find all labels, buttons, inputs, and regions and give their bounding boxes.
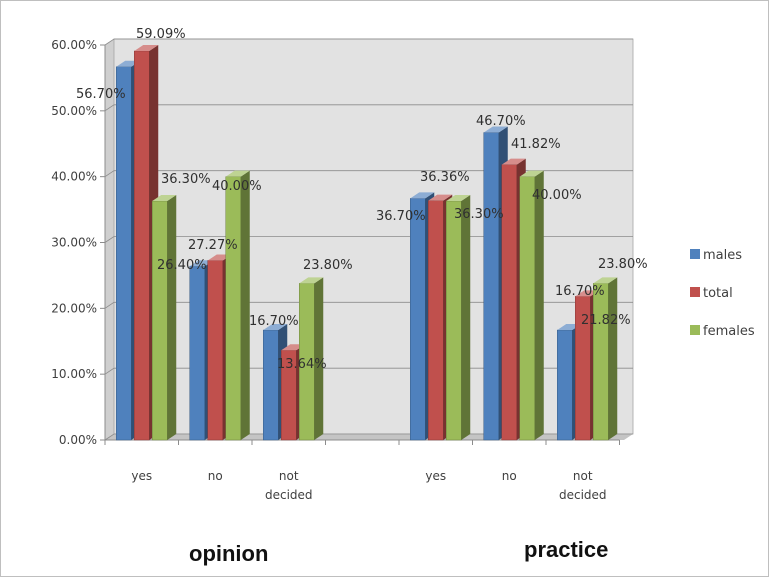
data-label-females: 36.30% bbox=[454, 207, 504, 222]
bar-front bbox=[189, 265, 205, 441]
bar-front bbox=[557, 329, 573, 441]
x-tick-label: not bbox=[573, 469, 593, 483]
bar-top bbox=[501, 158, 526, 165]
bar-side bbox=[534, 170, 544, 440]
x-tick-label: yes bbox=[425, 469, 446, 483]
bar-top bbox=[152, 195, 177, 202]
bar-side bbox=[240, 170, 250, 440]
legend-label-females: females bbox=[703, 324, 755, 339]
y-tick-label: 30.00% bbox=[51, 236, 97, 250]
bar-side bbox=[167, 195, 177, 440]
legend: males total females bbox=[690, 248, 755, 339]
data-label-females: 23.80% bbox=[598, 257, 648, 272]
bar-front bbox=[428, 200, 444, 441]
bar-top bbox=[263, 324, 288, 331]
bar-front bbox=[446, 200, 462, 441]
bar-front bbox=[410, 198, 426, 441]
legend-label-males: males bbox=[703, 248, 742, 263]
y-tick-label: 60.00% bbox=[51, 38, 97, 52]
data-label-females: 40.00% bbox=[212, 179, 262, 194]
data-label-males: 26.40% bbox=[157, 258, 207, 273]
bar-top bbox=[483, 126, 508, 133]
bar-top bbox=[593, 277, 618, 284]
x-tick-label: decided bbox=[559, 488, 607, 502]
data-label-females: 40.00% bbox=[532, 188, 582, 203]
bar-front bbox=[152, 200, 168, 441]
bar-side bbox=[314, 277, 324, 440]
floor bbox=[105, 434, 633, 440]
bar-front bbox=[593, 283, 609, 441]
bar-front bbox=[501, 164, 517, 441]
gridline bbox=[104, 38, 633, 46]
y-tick-label: 10.00% bbox=[51, 367, 97, 381]
y-tick-label: 40.00% bbox=[51, 170, 97, 184]
data-label-females: 36.30% bbox=[161, 172, 211, 187]
bar-top bbox=[299, 277, 324, 284]
bar-females bbox=[593, 277, 618, 441]
bar-top bbox=[410, 192, 435, 199]
data-label-total: 13.64% bbox=[277, 357, 327, 372]
gridline bbox=[104, 170, 633, 177]
bar-females bbox=[225, 170, 250, 441]
data-label-total: 21.82% bbox=[581, 313, 631, 328]
bar-top bbox=[134, 44, 159, 51]
data-label-males: 36.70% bbox=[376, 209, 426, 224]
x-tick-label: no bbox=[502, 469, 517, 483]
bar-front bbox=[519, 176, 535, 441]
legend-swatch-males bbox=[690, 249, 700, 259]
bar-females bbox=[446, 195, 471, 441]
x-axis: yes no not decided yes no not decided bbox=[104, 439, 620, 502]
bar-front bbox=[116, 66, 132, 441]
bar-front bbox=[483, 132, 499, 441]
plot-walls bbox=[105, 38, 634, 440]
data-labels: 56.70% 26.40% 16.70% 36.70% 46.70% 16.70% 59.0… bbox=[76, 27, 648, 372]
legend-swatch-females bbox=[690, 325, 700, 335]
bar-top bbox=[446, 195, 471, 202]
legend-label-total: total bbox=[703, 286, 733, 301]
bar-females bbox=[152, 195, 177, 441]
data-label-males: 16.70% bbox=[249, 314, 299, 329]
data-label-total: 27.27% bbox=[188, 238, 238, 253]
bar-top bbox=[225, 170, 250, 177]
data-label-females: 23.80% bbox=[303, 258, 353, 273]
x-tick-label: not bbox=[279, 469, 299, 483]
bar-females bbox=[299, 277, 324, 441]
y-tick-label: 50.00% bbox=[51, 104, 97, 118]
bar-top bbox=[519, 170, 544, 177]
bar-front bbox=[207, 260, 223, 441]
group-title-practice: practice bbox=[524, 537, 609, 562]
bar-front bbox=[263, 329, 279, 441]
y-axis: 0.00% 10.00% 20.00% 30.00% 40.00% 50.00% 60.00… bbox=[51, 38, 106, 447]
x-tick-label: no bbox=[208, 469, 223, 483]
bar-side bbox=[461, 195, 471, 440]
data-label-males: 16.70% bbox=[555, 284, 605, 299]
y-tick-label: 20.00% bbox=[51, 301, 97, 315]
data-label-total: 41.82% bbox=[511, 137, 561, 152]
bar-front bbox=[134, 50, 150, 441]
x-tick-label: decided bbox=[265, 488, 313, 502]
data-label-males: 56.70% bbox=[76, 87, 126, 102]
gridline bbox=[104, 104, 633, 112]
y-tick-label: 0.00% bbox=[59, 433, 97, 447]
legend-swatch-total bbox=[690, 287, 700, 297]
data-label-total: 59.09% bbox=[136, 27, 186, 42]
bar-females bbox=[519, 170, 544, 441]
bar-side bbox=[608, 277, 618, 440]
bar-top bbox=[428, 194, 453, 201]
bars bbox=[116, 44, 618, 441]
x-tick-label: yes bbox=[131, 469, 152, 483]
data-label-total: 36.36% bbox=[420, 170, 470, 185]
group-title-opinion: opinion bbox=[189, 541, 269, 566]
data-label-males: 46.70% bbox=[476, 114, 526, 129]
bar-front bbox=[225, 176, 241, 441]
